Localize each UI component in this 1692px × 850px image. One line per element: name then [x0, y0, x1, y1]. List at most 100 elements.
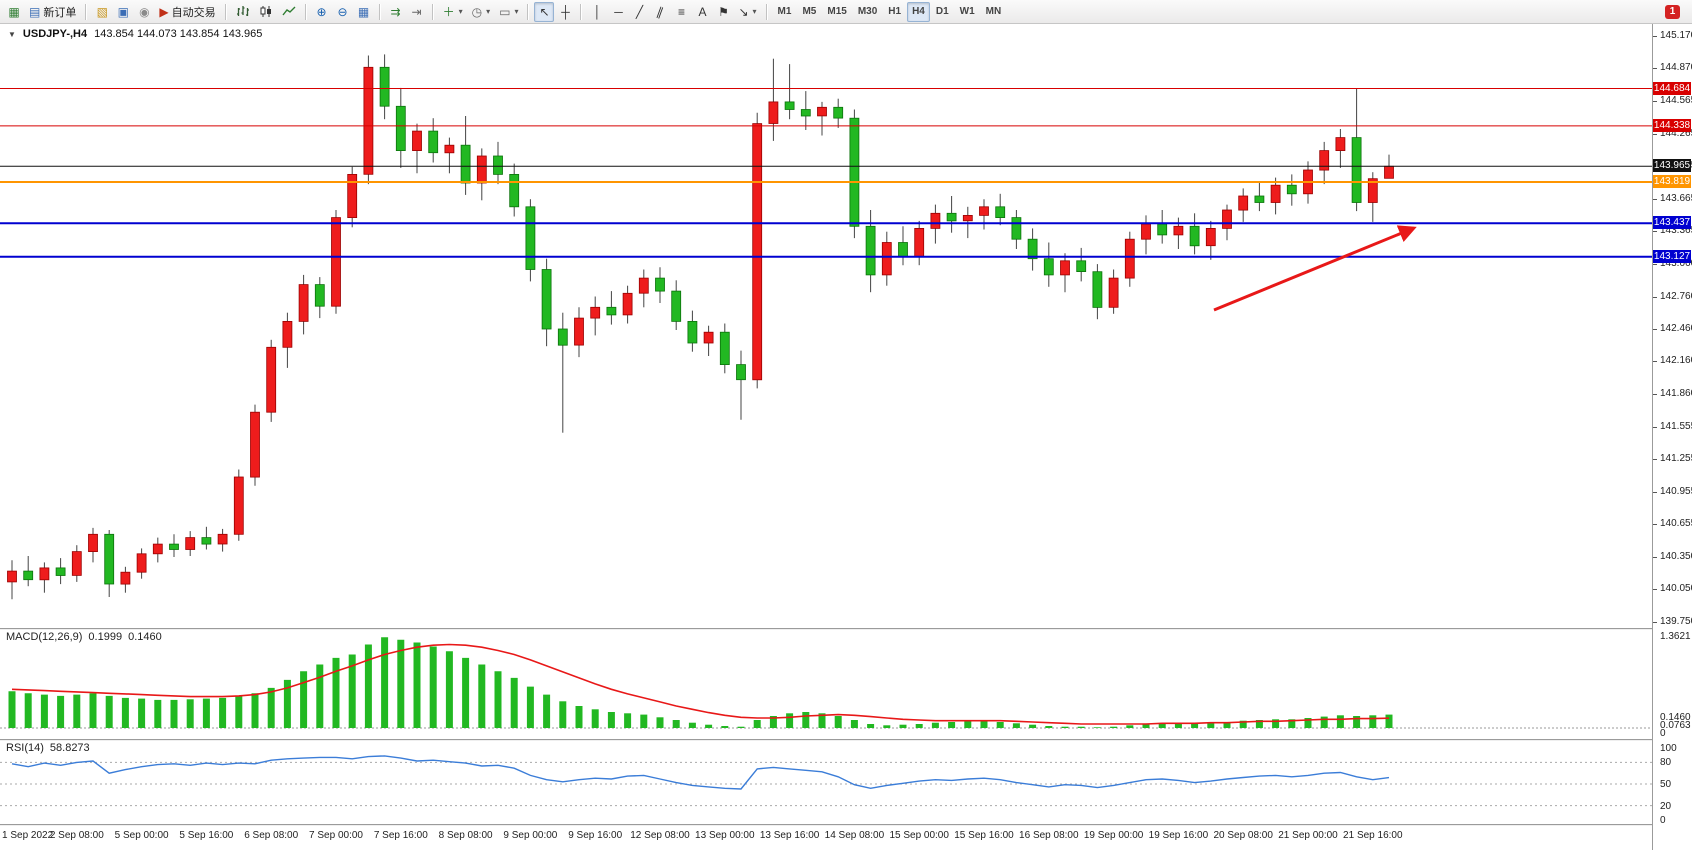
one-click-trading-arrow-icon[interactable]: ▼	[8, 29, 16, 39]
candle-body	[898, 242, 908, 258]
horizontal-line-icon: ─	[614, 4, 623, 19]
candle-body	[1043, 258, 1054, 276]
price-axis-label: 139.750	[1660, 615, 1692, 627]
candle-body	[1173, 225, 1184, 236]
price-axis-label: 144.265	[1660, 127, 1692, 139]
timeframe-button-m15[interactable]: M15	[822, 2, 851, 22]
candle-body	[1141, 223, 1151, 240]
time-axis[interactable]: 1 Sep 2022 2 Sep 08:00 5 Sep 00:00 5 Sep 16…	[0, 826, 1652, 850]
text-label-icon[interactable]: ⚑	[713, 2, 733, 22]
candle-body	[1060, 260, 1070, 276]
indicators-button[interactable]: ＋ ▾	[439, 2, 467, 22]
line-chart-icon[interactable]	[278, 2, 300, 22]
arrows-button[interactable]: ↘ ▾	[734, 2, 760, 22]
date-axis-label: 14 Sep 08:00	[824, 830, 885, 841]
timeframe-button-m1[interactable]: M1	[773, 2, 797, 22]
candle-body	[7, 570, 17, 583]
chart-ohlc-values: 143.854 144.073 143.854 143.965	[94, 28, 263, 40]
price-axis-label: 142.160	[1660, 355, 1692, 367]
periods-button[interactable]: ◷ ▾	[468, 2, 495, 22]
price-axis-label: 143.665	[1660, 192, 1692, 204]
new-order-button[interactable]: ▤ 新订单	[25, 2, 80, 22]
timeframe-button-w1[interactable]: W1	[955, 2, 980, 22]
macd-axis-label: 0.1460	[1660, 712, 1691, 723]
candlestick-chart-icon[interactable]	[255, 2, 277, 22]
rsi-axis-label: 80	[1660, 757, 1672, 769]
profiles-icon[interactable]: ▧	[92, 2, 112, 22]
tile-windows-icon[interactable]: ▦	[354, 2, 374, 22]
panel-divider[interactable]	[0, 628, 1692, 630]
text-icon: A	[698, 4, 707, 19]
hline-price-tag: 143.127	[1653, 249, 1691, 263]
timeframe-button-m30[interactable]: M30	[853, 2, 882, 22]
date-axis-label: 15 Sep 00:00	[889, 830, 949, 841]
vertical-line-icon[interactable]: │	[587, 2, 607, 22]
price-axis-tick	[1653, 133, 1657, 135]
candle-body	[541, 269, 552, 330]
toolbar-separator	[580, 3, 583, 20]
candle-body	[266, 346, 277, 413]
price-axis-tick	[1653, 68, 1657, 70]
timeframe-button-d1[interactable]: D1	[931, 2, 954, 22]
trendline-icon: ╱	[635, 4, 644, 19]
trend-arrow-annotation[interactable]	[1213, 225, 1417, 312]
date-axis-label: 13 Sep 00:00	[695, 830, 755, 841]
candle-body	[347, 173, 358, 218]
new-chart-window-icon[interactable]: ▦	[4, 2, 24, 22]
zoom-in-icon[interactable]: ⊕	[312, 2, 332, 22]
panel-divider[interactable]	[0, 739, 1692, 741]
timeframe-button-h1[interactable]: H1	[883, 2, 906, 22]
candle-body	[509, 173, 520, 208]
trendline-icon[interactable]: ╱	[629, 2, 649, 22]
price-axis[interactable]: 145.170 144.870 144.565 144.265 143.965 143.6…	[1653, 24, 1692, 850]
auto-scroll-icon[interactable]: ⇉	[386, 2, 406, 22]
date-axis-label: 21 Sep 16:00	[1343, 830, 1403, 841]
price-axis-tick	[1653, 557, 1657, 559]
price-axis-tick	[1653, 361, 1657, 363]
templates-button[interactable]: ▭ ▾	[495, 2, 522, 22]
candle-body	[39, 567, 50, 581]
date-axis-label: 13 Sep 16:00	[759, 830, 820, 841]
candle-body	[1238, 195, 1249, 211]
candle-body	[833, 106, 844, 119]
templates-button-caret-icon: ▾	[514, 7, 519, 16]
fibonacci-icon: ≡	[677, 4, 685, 19]
panel-divider[interactable]	[0, 824, 1692, 826]
hline-price-tag: 144.684	[1653, 81, 1691, 95]
cursor-icon: ↖	[539, 4, 550, 19]
macd-indicator-name: MACD(12,26,9)	[6, 631, 83, 643]
price-axis-tick	[1653, 589, 1657, 591]
fibonacci-icon[interactable]: ≡	[671, 2, 691, 22]
candle-body	[55, 567, 66, 576]
horizontal-line-icon[interactable]: ─	[608, 2, 628, 22]
macd-axis-label: 0.0763	[1660, 720, 1691, 731]
chart-shift-icon[interactable]: ⇥	[407, 2, 427, 22]
text-icon[interactable]: A	[692, 2, 712, 22]
price-axis-label: 143.060	[1660, 258, 1692, 270]
candle-body	[655, 277, 665, 292]
equidistant-channel-icon[interactable]: ∥	[650, 2, 670, 22]
timeframe-button-h4[interactable]: H4	[907, 1, 930, 22]
candle-body	[1222, 209, 1232, 229]
chart-plot-area[interactable]	[0, 24, 1652, 850]
hlines-layer	[0, 88, 1652, 258]
macd-label: MACD(12,26,9) 0.1999 0.1460	[6, 631, 162, 643]
timeframe-button-mn[interactable]: MN	[981, 2, 1007, 22]
candle-body	[1157, 223, 1168, 236]
rsi-axis-label: 100	[1660, 743, 1677, 754]
candle-body	[298, 284, 309, 322]
candle-body	[1286, 184, 1297, 195]
crosshair-icon[interactable]: ┼	[555, 2, 575, 22]
auto-trading-button[interactable]: ▶ 自动交易	[155, 2, 219, 22]
price-axis-tick	[1653, 231, 1657, 233]
data-window-icon[interactable]: ▣	[113, 2, 133, 22]
bars-chart-icon[interactable]	[232, 2, 254, 22]
zoom-out-icon[interactable]: ⊖	[333, 2, 353, 22]
price-axis-label: 140.050	[1660, 583, 1692, 595]
notification-badge[interactable]: 1	[1665, 4, 1680, 19]
timeframe-button-m5[interactable]: M5	[797, 2, 821, 22]
candle-body	[104, 533, 115, 585]
metaeditor-icon[interactable]: ◉	[134, 2, 154, 22]
cursor-icon[interactable]: ↖	[534, 1, 555, 22]
